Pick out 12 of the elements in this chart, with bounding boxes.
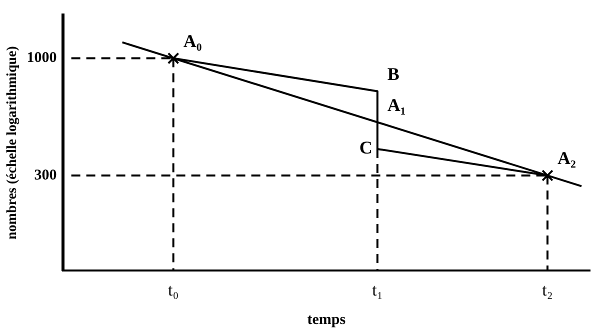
x-tick-label: t₀ [168, 280, 179, 300]
y-tick-label: 1000 [26, 50, 57, 66]
annotation: C [359, 138, 372, 158]
annotation: A₂ [557, 148, 576, 168]
x-tick-label: t₂ [542, 280, 553, 300]
y-tick-label: 300 [34, 167, 57, 184]
y-axis-title: nombres (échelle logarithmique) [5, 46, 20, 240]
x-tick-label: t₁ [372, 280, 383, 300]
annotation: B [387, 64, 400, 84]
x-axis-title: temps [307, 312, 346, 328]
annotation: A₁ [387, 94, 406, 115]
annotation: A₀ [183, 30, 202, 51]
